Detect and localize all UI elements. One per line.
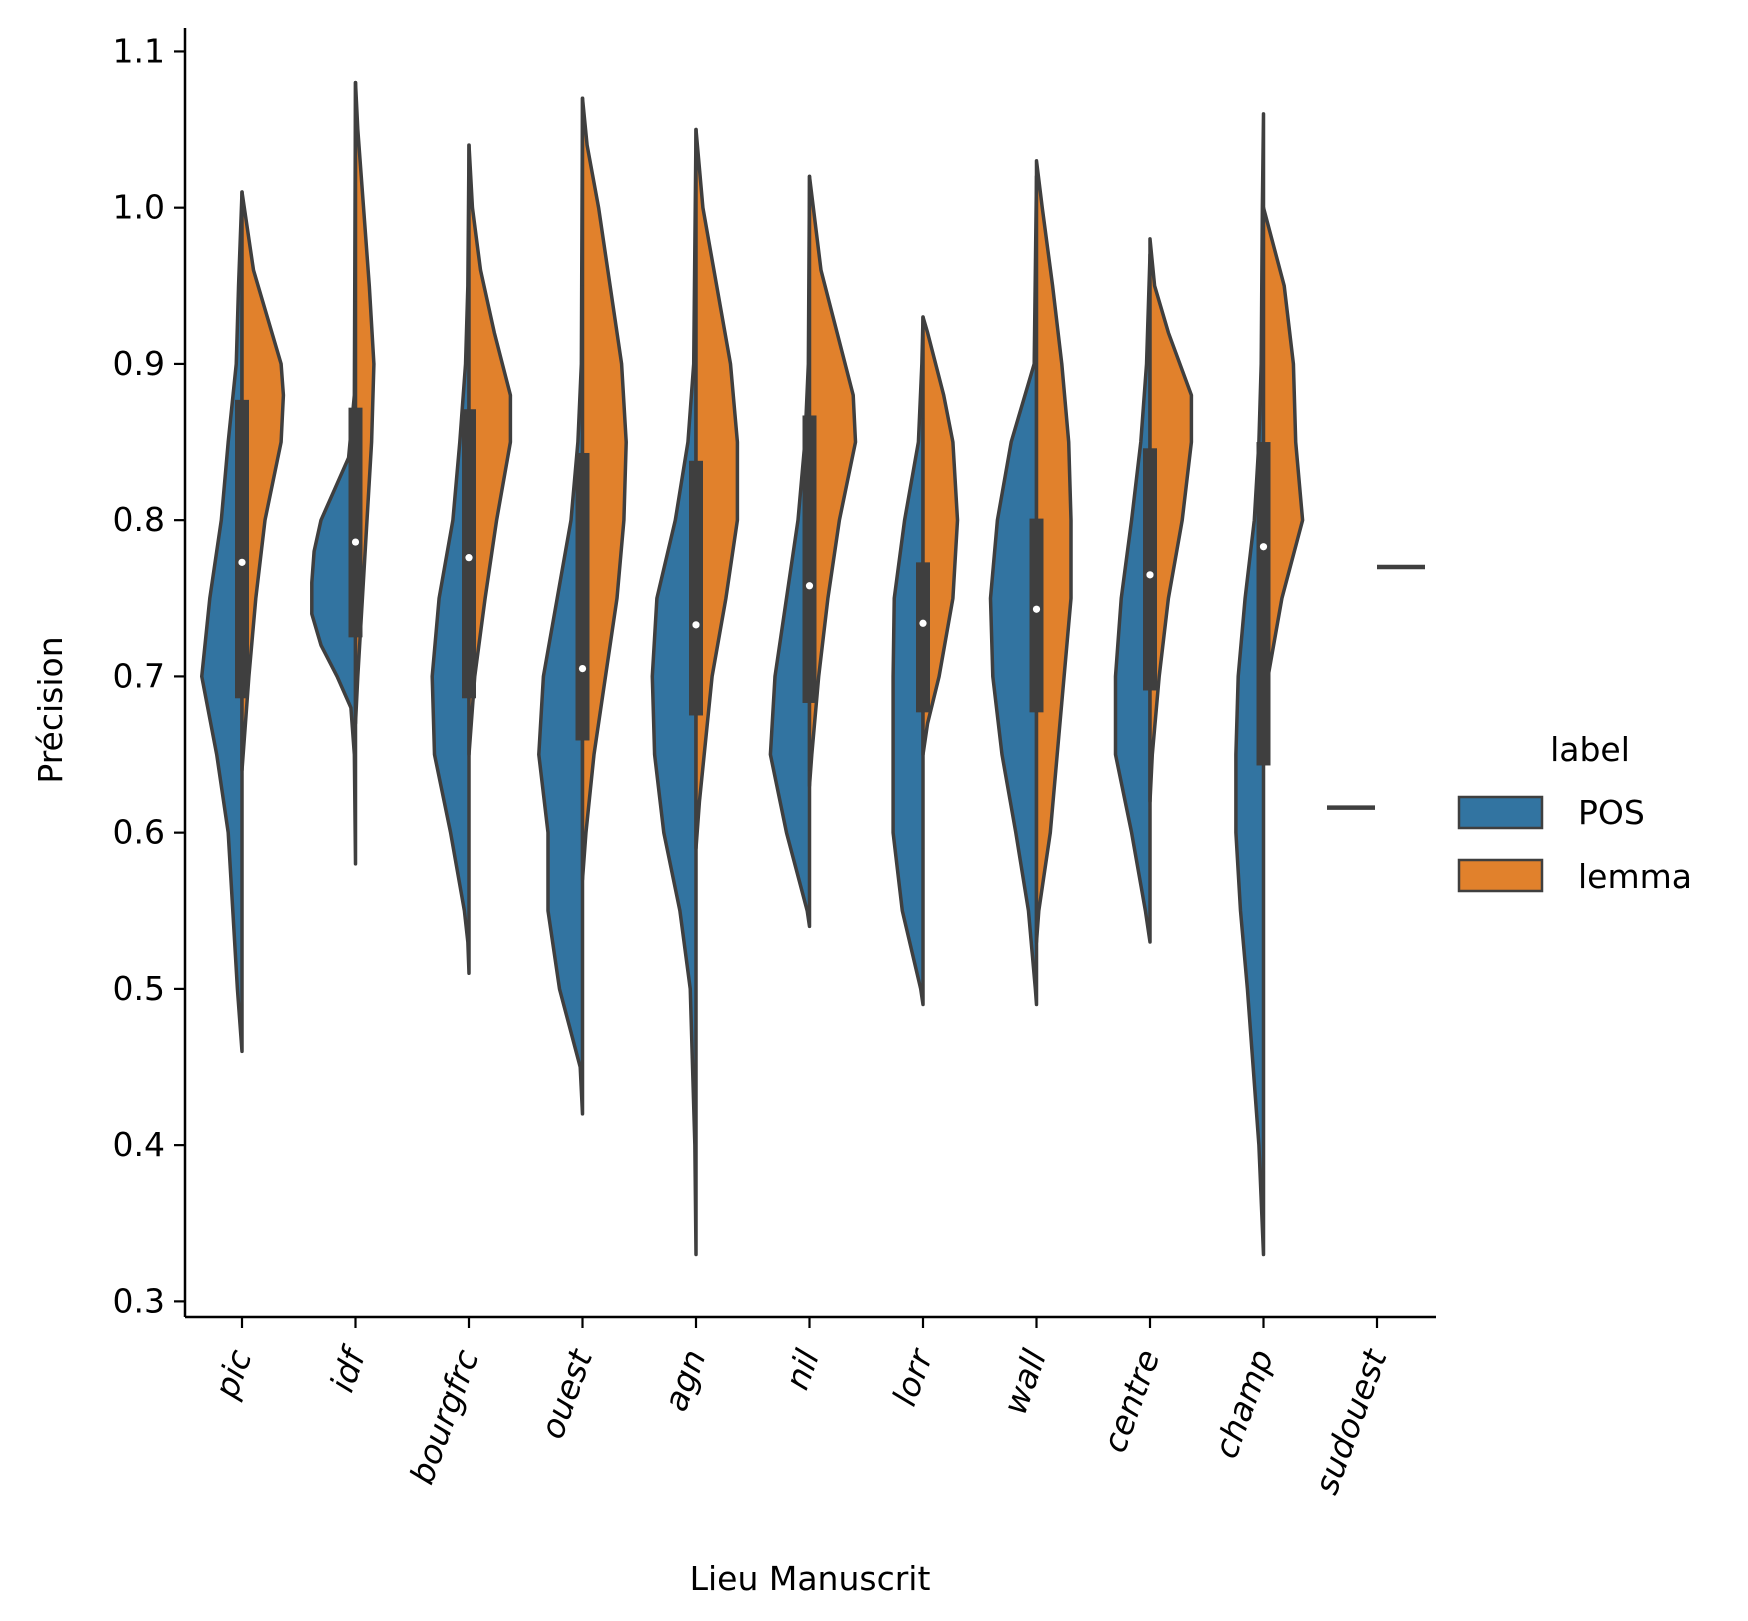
x-tick-label-sudouest: sudouest	[1306, 1343, 1395, 1499]
box-iqr-champ	[1256, 442, 1271, 766]
x-tick-label-bourgfrc: bourgfrc	[402, 1344, 486, 1489]
x-axis-label: Lieu Manuscrit	[690, 1559, 931, 1598]
box-iqr-pic	[235, 399, 249, 699]
violin-lemma-pic	[240, 190, 286, 772]
box-median-agn	[692, 621, 700, 629]
y-tick-label: 0.7	[113, 656, 165, 695]
y-tick-label: 0.9	[113, 344, 165, 383]
box-median-champ	[1259, 543, 1268, 551]
y-tick-label: 0.3	[113, 1281, 165, 1320]
violin-lemma-ouest	[580, 96, 628, 882]
legend-label-lemma: lemma	[1578, 857, 1692, 896]
violin-lemma-agn	[694, 127, 740, 851]
box-iqr-bourgfrc	[462, 409, 476, 699]
box-iqr-agn	[689, 460, 703, 716]
stray-marks	[1327, 564, 1425, 810]
y-tick-label: 1.0	[113, 188, 165, 227]
box-median-ouest	[578, 664, 587, 673]
x-tick-label-nil: nil	[777, 1344, 827, 1394]
violin-pos-idf	[310, 80, 358, 866]
legend: label POS lemma	[1457, 730, 1692, 896]
violin-pos-agn	[650, 127, 698, 1257]
x-tick-label-ouest: ouest	[532, 1343, 600, 1443]
box-iqr-wall	[1029, 518, 1044, 713]
y-axis-label: Précision	[31, 636, 70, 783]
violin-pos-wall	[988, 174, 1039, 1007]
violin-layer	[200, 80, 1305, 1257]
y-tick-label: 0.8	[113, 500, 165, 539]
violin-lemma-centre	[1148, 237, 1194, 804]
x-tick-label-pic: pic	[206, 1344, 259, 1404]
box-median-bourgfrc	[465, 554, 473, 562]
legend-swatch-lemma	[1457, 858, 1544, 893]
violin-lemma-bourgfrc	[467, 143, 513, 757]
y-tick-label: 0.6	[113, 813, 165, 852]
legend-title: label	[1550, 730, 1630, 769]
legend-swatch-pos	[1457, 795, 1544, 830]
legend-label-pos: POS	[1578, 793, 1645, 832]
violin-lemma-champ	[1261, 205, 1305, 741]
x-tick-label-champ: champ	[1206, 1344, 1281, 1463]
box-iqr-centre	[1143, 448, 1157, 691]
box-median-centre	[1146, 571, 1154, 579]
y-tick-label: 0.5	[113, 969, 165, 1008]
box-iqr-lorr	[916, 562, 930, 713]
box-median-idf	[351, 538, 360, 546]
y-tick-label: 0.4	[113, 1125, 165, 1164]
box-median-lorr	[919, 619, 927, 627]
box-iqr-idf	[348, 407, 363, 638]
violin-pos-pic	[200, 190, 244, 1054]
box-median-pic	[238, 558, 246, 566]
box-iqr-ouest	[575, 452, 590, 741]
box-median-nil	[805, 582, 814, 590]
violin-pos-centre	[1113, 252, 1152, 944]
x-tick-label-centre: centre	[1095, 1344, 1168, 1457]
x-tick-label-idf: idf	[322, 1340, 374, 1397]
x-tick-label-wall: wall	[995, 1344, 1054, 1419]
box-median-wall	[1032, 605, 1041, 613]
y-tick-label: 1.1	[113, 31, 165, 70]
x-tick-label-lorr: lorr	[885, 1342, 942, 1411]
y-ticks: 0.3 0.4 0.5 0.6 0.7 0.8 0.9 1.0 1.1	[113, 31, 185, 1320]
x-tick-label-agn: agn	[656, 1344, 714, 1416]
violin-lemma-lorr	[921, 315, 960, 757]
box-layer	[235, 215, 1271, 1068]
violin-lemma-wall	[1034, 159, 1073, 944]
x-ticks: pic idf bourgfrc ouest agn nil lorr wall centre c…	[206, 1317, 1395, 1499]
box-iqr-nil	[802, 415, 817, 703]
